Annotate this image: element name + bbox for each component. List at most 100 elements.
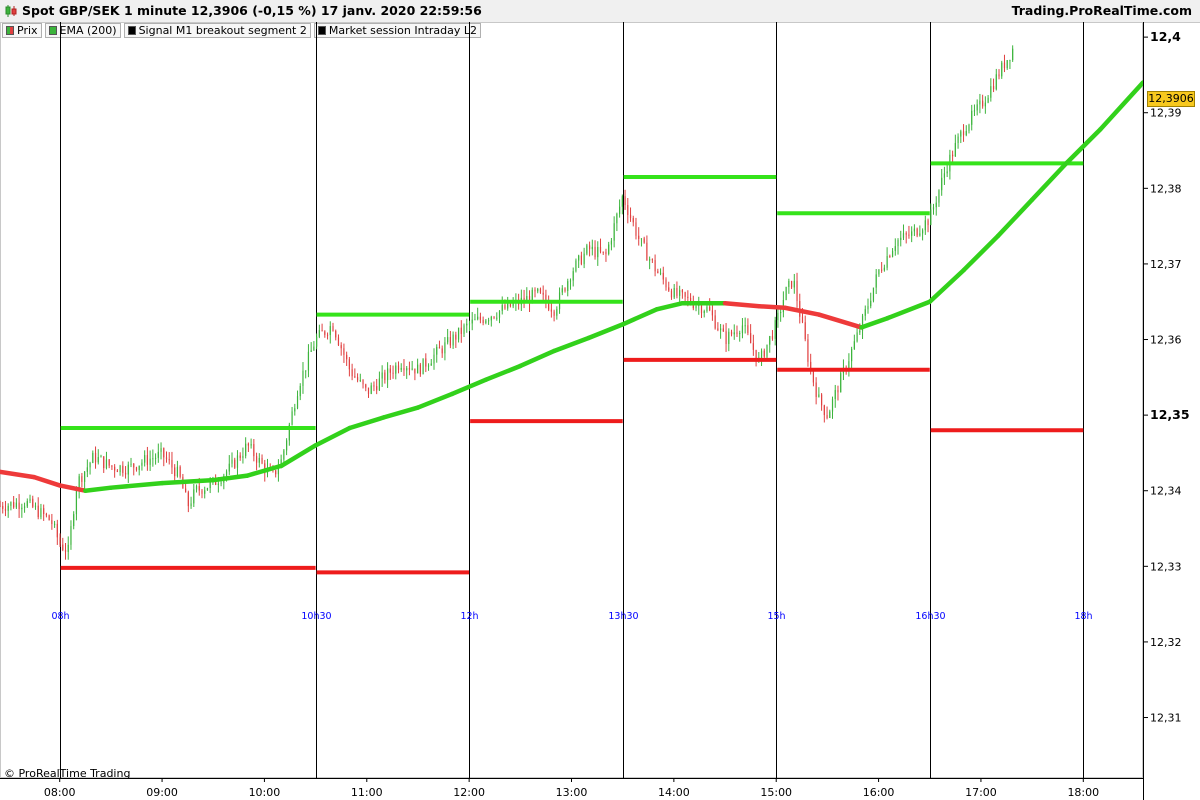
- candle-body: [785, 286, 787, 300]
- candle-body: [490, 316, 492, 321]
- candle-body: [657, 271, 659, 274]
- candle-body: [460, 327, 462, 334]
- candle-body: [927, 220, 929, 226]
- candle-body: [793, 280, 795, 288]
- legend-swatch: [317, 26, 326, 35]
- candle-body: [790, 280, 793, 288]
- candle-body: [733, 332, 735, 335]
- candle-body: [583, 253, 585, 265]
- candle-body: [752, 343, 754, 350]
- candle-body: [452, 334, 454, 346]
- candle-body: [417, 364, 419, 374]
- ema-segment: [449, 377, 489, 397]
- candle-body: [990, 86, 992, 98]
- candle-body: [739, 333, 741, 335]
- candle-body: [29, 498, 31, 501]
- candle-body: [356, 377, 359, 381]
- ema-segment: [927, 267, 967, 304]
- brand-link[interactable]: Trading.ProRealTime.com: [1011, 3, 1192, 18]
- candle-body: [605, 251, 607, 255]
- candle-body: [425, 358, 427, 367]
- candle-body: [916, 228, 918, 236]
- candle-body: [288, 424, 290, 441]
- candle-body: [318, 330, 320, 337]
- candle-body: [960, 131, 962, 137]
- y-tick-label: 12,4: [1150, 29, 1181, 44]
- title-bar: Spot GBP/SEK 1 minute 12,3906 (-0,15 %) …: [0, 0, 1200, 23]
- y-tick-label: 12,34: [1150, 485, 1182, 498]
- candle-body: [209, 481, 211, 489]
- candle-body: [769, 336, 771, 345]
- candle-body: [321, 330, 323, 332]
- candle-body: [261, 457, 263, 464]
- candle-body: [913, 228, 915, 232]
- candle-body: [337, 337, 340, 346]
- candle-body: [108, 459, 110, 466]
- candle-body: [692, 303, 694, 309]
- candle-body: [468, 323, 471, 325]
- candle-body: [255, 456, 258, 463]
- candle-body: [905, 233, 907, 235]
- candle-body: [602, 251, 604, 253]
- candle-body: [51, 520, 53, 524]
- candle-body: [744, 325, 746, 327]
- indicator-legend: Prix EMA (200) Signal M1 breakout segment …: [2, 23, 482, 38]
- candle-body: [695, 306, 697, 309]
- candle-body: [588, 245, 591, 250]
- candle-body: [190, 503, 192, 507]
- ema-segment: [279, 443, 318, 469]
- candle-body: [302, 370, 304, 386]
- candle-body: [881, 269, 883, 271]
- legend-item[interactable]: Signal M1 breakout segment 2: [123, 23, 311, 38]
- candle-body: [206, 488, 209, 491]
- candle-body: [376, 386, 378, 391]
- candle-body: [837, 390, 839, 393]
- candle-body: [422, 358, 424, 375]
- candle-body: [774, 320, 776, 339]
- candle-body: [815, 382, 817, 397]
- ema-segment: [483, 363, 523, 382]
- candle-body: [995, 74, 997, 90]
- candle-body: [18, 502, 20, 510]
- candle-body: [294, 408, 296, 412]
- candle-body: [122, 465, 124, 473]
- candle-body: [78, 476, 80, 490]
- candle-body: [389, 368, 391, 373]
- legend-item[interactable]: EMA (200): [44, 23, 121, 38]
- legend-label: Prix: [17, 24, 38, 37]
- ema-segment: [722, 300, 762, 309]
- candle-body: [687, 296, 689, 298]
- candle-body: [313, 346, 315, 351]
- candle-body: [455, 334, 457, 340]
- candle-body: [921, 230, 924, 234]
- ema-segment: [83, 485, 114, 493]
- candle-body: [594, 246, 596, 258]
- x-tick-label: 08:00: [44, 786, 76, 799]
- ema-segment: [0, 469, 37, 480]
- candle-body: [496, 317, 498, 319]
- y-tick-label: 12,31: [1150, 712, 1182, 725]
- candle-body: [711, 310, 714, 316]
- candle-body: [684, 292, 686, 297]
- legend-item[interactable]: Prix: [2, 23, 42, 38]
- candle-body: [943, 173, 946, 178]
- candle-body: [324, 331, 326, 335]
- candle-body: [788, 280, 790, 287]
- x-tick-label: 17:00: [965, 786, 997, 799]
- y-tick-label: 12,36: [1150, 334, 1182, 347]
- ema-segment: [756, 304, 787, 311]
- candle-body: [632, 218, 634, 223]
- candle-body: [679, 290, 681, 296]
- candle-body: [720, 328, 722, 331]
- candle-body: [962, 131, 965, 136]
- candle-body: [168, 459, 170, 461]
- legend-item[interactable]: Market session Intraday L2: [313, 23, 482, 38]
- candle-body: [414, 368, 416, 374]
- candle-body: [851, 348, 853, 362]
- candle-body: [613, 223, 615, 241]
- candle-body: [10, 502, 12, 506]
- candle-body: [447, 337, 449, 343]
- candle-body: [823, 405, 825, 416]
- candle-body: [62, 544, 64, 550]
